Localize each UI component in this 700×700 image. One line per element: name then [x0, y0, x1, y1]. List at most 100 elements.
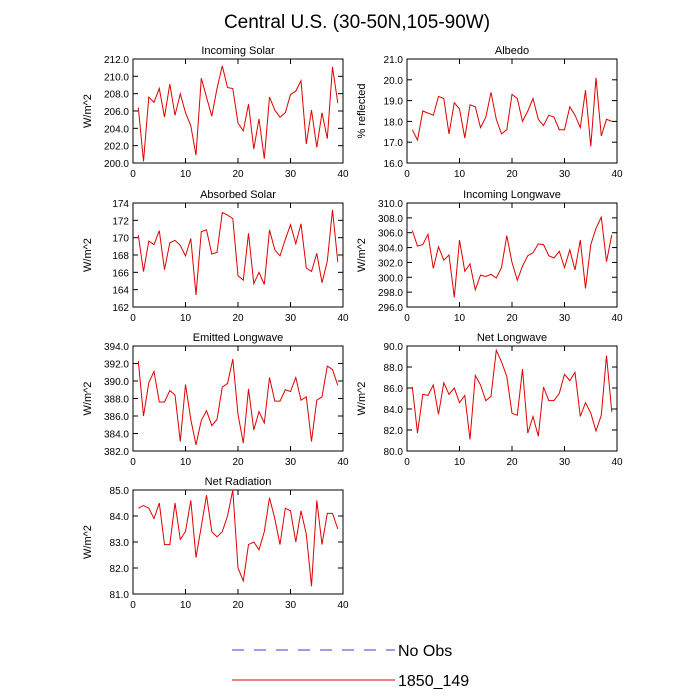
x-tick-label: 30 — [285, 457, 297, 468]
x-tick-label: 30 — [559, 313, 571, 324]
x-tick-label: 30 — [285, 313, 297, 324]
x-tick-label: 20 — [506, 313, 518, 324]
y-tick-label: 17.0 — [384, 138, 404, 149]
y-tick-label: 90.0 — [384, 342, 404, 353]
x-tick-label: 30 — [559, 169, 571, 180]
y-tick-label: 300.0 — [378, 273, 403, 284]
x-tick-label: 10 — [454, 169, 466, 180]
y-tick-label: 174 — [112, 199, 129, 210]
x-tick-label: 10 — [180, 457, 192, 468]
panel-title: Net Longwave — [477, 332, 547, 344]
x-tick-label: 0 — [404, 457, 410, 468]
x-tick-label: 40 — [337, 313, 349, 324]
y-axis-label: W/m^2 — [82, 525, 94, 559]
y-tick-label: 204.0 — [104, 124, 129, 135]
y-tick-label: 208.0 — [104, 90, 129, 101]
panel-absorbed-solar: Absorbed Solar W/m^2 162 164 166 168 170 172 174… — [82, 189, 349, 324]
y-axis-label: % reflected — [356, 83, 368, 138]
series-line-1850-149 — [137, 358, 339, 446]
x-tick-label: 40 — [611, 313, 623, 324]
legend-1850-149-label: 1850_149 — [398, 673, 469, 690]
y-tick-label: 210.0 — [104, 72, 129, 83]
y-axis-label: W/m^2 — [82, 94, 94, 128]
y-tick-label: 19.0 — [384, 97, 404, 108]
x-tick-label: 10 — [180, 600, 192, 611]
y-tick-label: 88.0 — [384, 363, 404, 374]
y-tick-label: 85.0 — [110, 486, 130, 497]
y-axis-label: W/m^2 — [82, 238, 94, 272]
y-tick-label: 382.0 — [104, 447, 129, 458]
x-tick-label: 30 — [559, 457, 571, 468]
y-tick-label: 302.0 — [378, 258, 403, 269]
y-tick-label: 20.0 — [384, 76, 404, 87]
y-tick-label: 212.0 — [104, 55, 129, 66]
y-tick-label: 81.0 — [110, 590, 130, 601]
x-tick-label: 20 — [506, 169, 518, 180]
x-tick-label: 40 — [611, 457, 623, 468]
y-tick-label: 164 — [112, 286, 129, 297]
x-tick-label: 40 — [337, 600, 349, 611]
x-tick-label: 20 — [232, 457, 244, 468]
y-axis-label: W/m^2 — [82, 382, 94, 416]
panel-emitted-longwave: Emitted Longwave W/m^2 382.0 384.0 386.0 388.… — [82, 332, 349, 468]
x-tick-label: 30 — [285, 600, 297, 611]
y-tick-label: 296.0 — [378, 303, 403, 314]
x-tick-label: 0 — [130, 313, 136, 324]
panel-title: Incoming Solar — [201, 45, 275, 57]
y-tick-label: 82.0 — [384, 426, 404, 437]
y-tick-label: 170 — [112, 234, 129, 245]
y-tick-label: 84.0 — [110, 512, 130, 523]
y-tick-label: 386.0 — [104, 412, 129, 423]
x-tick-label: 10 — [454, 457, 466, 468]
x-tick-label: 0 — [404, 169, 410, 180]
y-tick-label: 298.0 — [378, 288, 403, 299]
y-axis-label: W/m^2 — [356, 382, 368, 416]
y-tick-label: 86.0 — [384, 384, 404, 395]
y-tick-label: 172 — [112, 216, 129, 227]
x-tick-label: 40 — [337, 169, 349, 180]
legend-no-obs-label: No Obs — [398, 643, 452, 660]
x-tick-label: 0 — [130, 600, 136, 611]
y-tick-label: 21.0 — [384, 55, 404, 66]
y-tick-label: 166 — [112, 268, 129, 279]
y-tick-label: 388.0 — [104, 395, 129, 406]
x-tick-label: 30 — [285, 169, 297, 180]
series-line-1850-149 — [411, 348, 613, 440]
series-line-1850-149 — [137, 209, 339, 295]
panel-title: Albedo — [495, 45, 529, 57]
y-tick-label: 304.0 — [378, 244, 403, 255]
panel-incoming-solar: Incoming Solar W/m^2 200.0 202.0 204.0 206.0 2… — [82, 45, 349, 180]
y-tick-label: 16.0 — [384, 159, 404, 170]
y-tick-label: 84.0 — [384, 405, 404, 416]
y-tick-label: 206.0 — [104, 107, 129, 118]
x-tick-label: 20 — [232, 600, 244, 611]
y-tick-label: 83.0 — [110, 538, 130, 549]
y-tick-label: 80.0 — [384, 447, 404, 458]
y-tick-label: 390.0 — [104, 377, 129, 388]
y-axis-label: W/m^2 — [356, 238, 368, 272]
y-tick-label: 168 — [112, 251, 129, 262]
panel-incoming-longwave: Incoming LongwaveW/m^2296.0298.0300.0302… — [356, 189, 623, 324]
panel-net-longwave: Net Longwave W/m^2 80.0 82.0 84.0 86.0 88.0 90.… — [356, 332, 623, 468]
x-tick-label: 10 — [180, 313, 192, 324]
legend: No Obs 1850_149 — [232, 643, 469, 690]
panel-net-radiation: Net Radiation W/m^2 81.0 82.0 83.0 84.0 85.0 0 1… — [82, 476, 349, 611]
y-tick-label: 82.0 — [110, 564, 130, 575]
panel-frame — [406, 202, 618, 308]
series-line-1850-149 — [138, 489, 339, 587]
series-line-1850-149 — [137, 65, 339, 162]
y-tick-label: 18.0 — [384, 117, 404, 128]
y-tick-label: 392.0 — [104, 360, 129, 371]
panel-frame — [132, 345, 344, 452]
x-tick-label: 0 — [404, 313, 410, 324]
panel-title: Absorbed Solar — [200, 189, 276, 201]
panels: Incoming Solar W/m^2 200.0 202.0 204.0 206.0 2… — [82, 45, 623, 611]
x-tick-label: 0 — [130, 457, 136, 468]
panel-title: Net Radiation — [205, 476, 272, 488]
panel-frame — [406, 345, 618, 452]
x-tick-label: 20 — [232, 169, 244, 180]
x-tick-label: 20 — [232, 313, 244, 324]
y-tick-label: 394.0 — [104, 342, 129, 353]
figure-title: Central U.S. (30-50N,105-90W) — [224, 12, 490, 33]
